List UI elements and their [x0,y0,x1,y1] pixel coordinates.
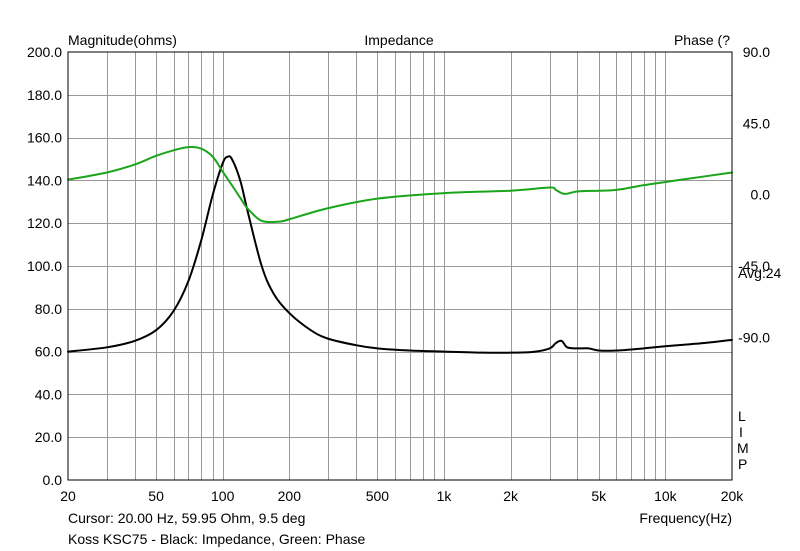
app-letter-p: P [738,456,747,472]
y-tick-label: 60.0 [35,344,62,360]
y2-tick-label: -90.0 [738,329,770,345]
chart-title: Impedance [364,32,433,48]
y2-tick-label: 0.0 [751,187,771,203]
app-letter-m: M [737,440,749,456]
app-letter-l: L [738,408,746,424]
y-tick-label: 160.0 [27,130,62,146]
x-tick-label: 2k [503,488,519,504]
phase-series-line [67,146,733,224]
cursor-readout: Cursor: 20.00 Hz, 59.95 Ohm, 9.5 deg [68,510,305,526]
y-tick-label: 20.0 [35,429,62,445]
x-tick-label: 20 [60,488,76,504]
x-tick-label: 50 [148,488,164,504]
x-axis-label: Frequency(Hz) [639,510,732,526]
y-tick-label: 180.0 [27,87,62,103]
grid-lines [68,52,732,480]
avg-annotation: Avg:24 [738,265,782,281]
y-tick-label: 80.0 [35,301,62,317]
app-letter-i: I [739,424,743,440]
right-axis-label: Phase (? [674,32,730,48]
x-tick-label: 5k [591,488,607,504]
y-tick-label: 40.0 [35,386,62,402]
impedance-series-line [67,155,733,354]
x-tick-label: 1k [437,488,453,504]
y-tick-label: 120.0 [27,215,62,231]
tick-labels: 20 50 100 200 500 1k 2k 5k 10k 20k 0.0 20.0 40.0 60.0… [27,44,770,504]
x-tick-label: 20k [721,488,745,504]
left-axis-label: Magnitude(ohms) [68,32,177,48]
series-lines [67,146,733,354]
plot-frame [67,51,733,481]
y2-tick-label: 90.0 [743,44,770,60]
x-tick-label: 100 [211,488,235,504]
y2-tick-label: -45.0 [738,258,770,274]
y-tick-label: 0.0 [43,472,63,488]
y-tick-label: 100.0 [27,258,62,274]
chart-caption: Koss KSC75 - Black: Impedance, Green: Ph… [68,531,365,547]
x-tick-label: 500 [366,488,390,504]
y-tick-label: 140.0 [27,172,62,188]
x-tick-label: 200 [278,488,302,504]
y-tick-label: 200.0 [27,44,62,60]
y2-tick-label: 45.0 [743,115,770,131]
x-tick-label: 10k [654,488,678,504]
